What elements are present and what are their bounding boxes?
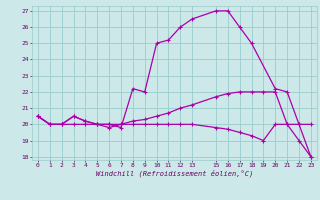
X-axis label: Windchill (Refroidissement éolien,°C): Windchill (Refroidissement éolien,°C) xyxy=(96,169,253,177)
